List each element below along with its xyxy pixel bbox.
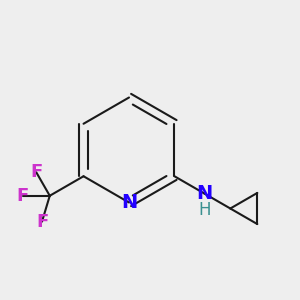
Text: F: F — [30, 163, 42, 181]
Text: F: F — [16, 187, 29, 205]
Text: H: H — [198, 201, 211, 219]
Text: N: N — [196, 184, 212, 203]
Text: N: N — [121, 193, 137, 212]
Text: F: F — [36, 213, 48, 231]
